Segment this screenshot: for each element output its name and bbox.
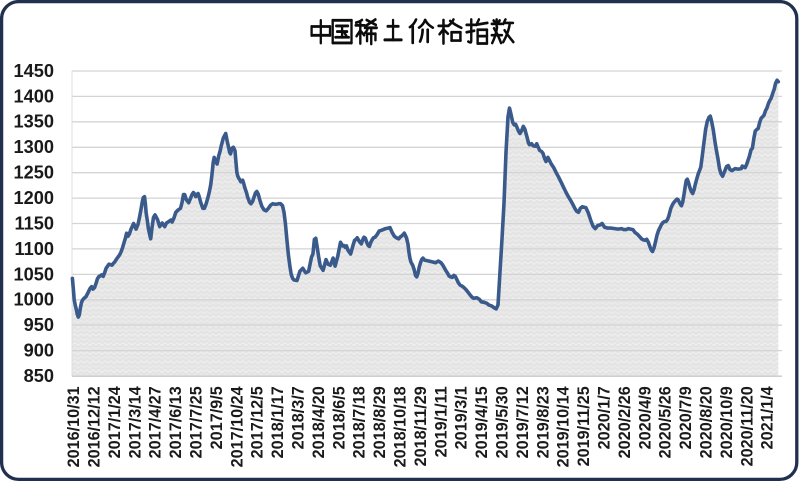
svg-text:1050: 1050 — [14, 264, 54, 284]
svg-text:2019/10/14: 2019/10/14 — [555, 386, 573, 467]
svg-text:2018/10/18: 2018/10/18 — [392, 386, 410, 467]
svg-text:2019/7/12: 2019/7/12 — [514, 386, 532, 458]
svg-text:2018/7/18: 2018/7/18 — [351, 386, 369, 458]
svg-text:2017/12/5: 2017/12/5 — [249, 386, 267, 458]
svg-text:2018/4/20: 2018/4/20 — [310, 386, 328, 458]
svg-text:2018/3/7: 2018/3/7 — [290, 386, 308, 449]
svg-text:850: 850 — [24, 366, 54, 386]
svg-text:2018/1/17: 2018/1/17 — [269, 386, 287, 458]
svg-text:2017/4/27: 2017/4/27 — [147, 386, 165, 458]
svg-text:2019/8/23: 2019/8/23 — [534, 386, 552, 458]
svg-text:2020/2/26: 2020/2/26 — [616, 386, 634, 458]
svg-text:2016/12/12: 2016/12/12 — [86, 386, 104, 467]
svg-text:1250: 1250 — [14, 163, 54, 183]
svg-text:950: 950 — [24, 315, 54, 335]
svg-text:900: 900 — [24, 341, 54, 361]
svg-text:2019/3/1: 2019/3/1 — [453, 386, 471, 449]
svg-text:1300: 1300 — [14, 137, 54, 157]
svg-text:2016/10/31: 2016/10/31 — [65, 386, 83, 467]
svg-text:1150: 1150 — [15, 213, 54, 233]
svg-text:2017/3/14: 2017/3/14 — [126, 386, 144, 458]
svg-text:2017/10/24: 2017/10/24 — [228, 386, 246, 467]
svg-text:2020/8/20: 2020/8/20 — [698, 386, 716, 458]
svg-text:2019/5/30: 2019/5/30 — [494, 386, 512, 458]
svg-text:1200: 1200 — [14, 188, 54, 208]
svg-text:2017/6/13: 2017/6/13 — [167, 386, 185, 458]
svg-text:1400: 1400 — [14, 86, 54, 106]
svg-text:2020/7/9: 2020/7/9 — [677, 386, 695, 449]
svg-text:2020/5/26: 2020/5/26 — [657, 386, 675, 458]
svg-text:2019/11/25: 2019/11/25 — [575, 386, 593, 466]
svg-text:1000: 1000 — [14, 290, 54, 310]
svg-text:2017/7/25: 2017/7/25 — [188, 386, 206, 458]
svg-text:1100: 1100 — [15, 239, 54, 259]
svg-text:2018/8/29: 2018/8/29 — [371, 386, 389, 458]
svg-text:1450: 1450 — [14, 61, 54, 81]
svg-text:2018/11/29: 2018/11/29 — [412, 386, 430, 466]
svg-text:1350: 1350 — [14, 112, 54, 132]
svg-text:2019/1/11: 2019/1/11 — [432, 386, 450, 457]
svg-text:2018/6/5: 2018/6/5 — [330, 386, 348, 449]
svg-text:2020/11/20: 2020/11/20 — [738, 386, 756, 466]
svg-text:2020/10/9: 2020/10/9 — [718, 386, 736, 458]
svg-text:2021/1/4: 2021/1/4 — [759, 386, 777, 449]
svg-text:2020/4/9: 2020/4/9 — [636, 386, 654, 449]
svg-text:2017/9/5: 2017/9/5 — [208, 386, 226, 449]
svg-text:2019/4/15: 2019/4/15 — [473, 386, 491, 458]
svg-text:2020/1/7: 2020/1/7 — [596, 386, 614, 449]
svg-text:2017/1/24: 2017/1/24 — [106, 386, 124, 458]
